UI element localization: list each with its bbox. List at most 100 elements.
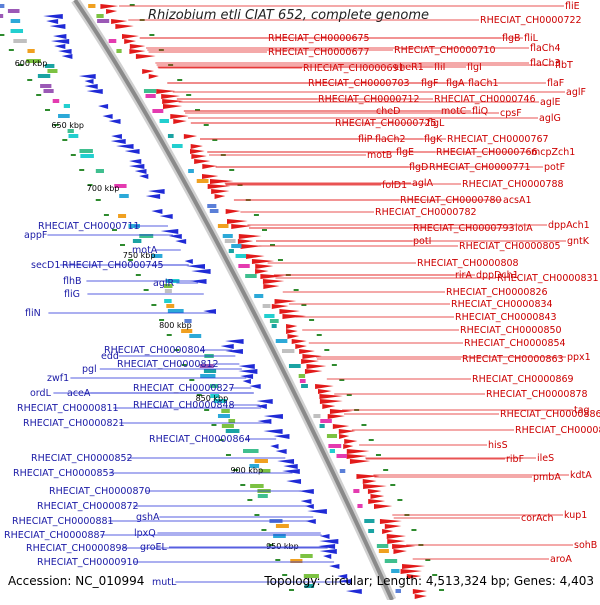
gene-label-reverse: RHECIAT_CH0000881 (12, 516, 114, 527)
feature-block (167, 134, 174, 138)
reverse-gene-arrow (277, 459, 295, 464)
forward-gene-arrow (237, 239, 254, 244)
forward-gene-arrow (202, 174, 219, 179)
forward-gene-arrow (356, 474, 380, 479)
reverse-gene-arrow (220, 344, 234, 349)
gene-label-reverse: lpxQ (134, 528, 156, 539)
feature-block (228, 419, 236, 423)
forward-gene-arrow (291, 339, 307, 344)
feature-block (221, 409, 230, 413)
reverse-gene-arrow (58, 49, 72, 54)
feature-block (207, 204, 217, 208)
gene-label-forward: RHECIAT_CH0000677 (268, 47, 370, 58)
inner-feature-dot (425, 559, 431, 561)
gene-label-reverse: appF (24, 230, 47, 241)
reverse-gene-arrow (305, 519, 316, 524)
feature-block (143, 89, 157, 93)
forward-gene-arrow (319, 394, 343, 399)
feature-block (221, 424, 234, 428)
feature-block (299, 379, 306, 383)
feature-block (199, 364, 214, 368)
reverse-gene-arrow (78, 74, 96, 79)
gene-label-forward: ileS (537, 453, 554, 464)
outer-feature-dot (135, 274, 141, 276)
forward-gene-arrow (231, 224, 252, 229)
reverse-gene-arrow (189, 279, 207, 284)
outer-feature-dot (189, 379, 195, 381)
gene-label-forward: flgA (446, 78, 465, 89)
reverse-gene-arrow (319, 534, 330, 539)
forward-gene-arrow (338, 429, 356, 434)
feature-block (328, 444, 342, 448)
feature-block (181, 329, 193, 333)
outer-feature-dot (70, 154, 76, 156)
feature-block (27, 49, 35, 53)
forward-gene-arrow (246, 254, 265, 259)
outer-feature-dot (166, 334, 172, 336)
feature-block (145, 94, 156, 98)
forward-gene-arrow (400, 569, 422, 574)
gene-label-forward: flaF (547, 78, 564, 89)
reverse-gene-arrow (49, 24, 66, 29)
inner-feature-dot (129, 4, 135, 6)
feature-block (288, 364, 301, 368)
forward-gene-arrow (162, 99, 184, 104)
feature-block (164, 289, 172, 293)
forward-gene-arrow (414, 594, 427, 599)
forward-gene-arrow (190, 144, 203, 149)
gene-label-forward: flgI (467, 62, 482, 73)
gene-label-reverse: aceA (67, 388, 91, 399)
inner-feature-dot (212, 139, 218, 141)
feature-block (80, 154, 94, 158)
feature-block (13, 39, 27, 43)
inner-feature-dot (309, 319, 315, 321)
gene-label-reverse: RHECIAT_CH0000887 (4, 530, 106, 541)
feature-block (222, 234, 233, 238)
outer-feature-dot (8, 49, 14, 51)
gene-label-reverse: RHECIAT_CH0000853 (13, 468, 115, 479)
gene-label-reverse: RHECIAT_CH0000827 (133, 383, 235, 394)
feature-block (164, 299, 172, 303)
forward-gene-arrow (332, 424, 350, 429)
forward-gene-arrow (255, 269, 269, 274)
inner-feature-dot (177, 79, 183, 81)
feature-block (63, 104, 70, 108)
feature-block (320, 419, 332, 423)
forward-gene-arrow (183, 134, 198, 139)
forward-gene-arrow (295, 344, 307, 349)
outer-feature-dot (233, 469, 239, 471)
gene-label-forward: RHECIAT_CH0000826 (446, 287, 548, 298)
reverse-gene-arrow (84, 79, 94, 84)
gene-label-forward: RHECIAT_CH0000808 (417, 258, 519, 269)
forward-gene-arrow (406, 574, 422, 579)
feature-block (139, 234, 154, 238)
gene-label-forward: gntK (567, 236, 590, 247)
reverse-gene-arrow (323, 554, 332, 559)
gene-label-forward: flaCh3 (530, 58, 561, 69)
gene-label-forward: ppx1 (567, 352, 591, 363)
gene-label-reverse: zwf1 (47, 373, 69, 384)
forward-gene-arrow (100, 4, 119, 9)
gene-label-forward: aglF (566, 87, 586, 98)
outer-feature-dot (240, 484, 246, 486)
forward-gene-arrow (238, 234, 262, 239)
forward-gene-arrow (319, 399, 343, 404)
gene-label-forward: hisS (488, 440, 508, 451)
gene-label-forward: fliI (434, 62, 445, 73)
feature-block (196, 179, 209, 183)
gene-label-forward: RHECIAT_CH0000725 (335, 118, 437, 129)
reverse-gene-arrow (116, 144, 134, 149)
reverse-gene-arrow (242, 379, 251, 384)
feature-block (249, 464, 260, 468)
feature-block (209, 209, 219, 213)
forward-gene-arrow (379, 519, 402, 524)
feature-block (47, 69, 58, 73)
gene-label-reverse: RHECIAT_CH0000821 (23, 418, 125, 429)
forward-gene-arrow (170, 114, 189, 119)
feature-block (116, 49, 122, 53)
feature-block (79, 149, 93, 153)
feature-block (68, 134, 79, 138)
feature-block (166, 304, 175, 308)
reverse-gene-arrow (318, 544, 336, 549)
feature-block (326, 434, 338, 438)
